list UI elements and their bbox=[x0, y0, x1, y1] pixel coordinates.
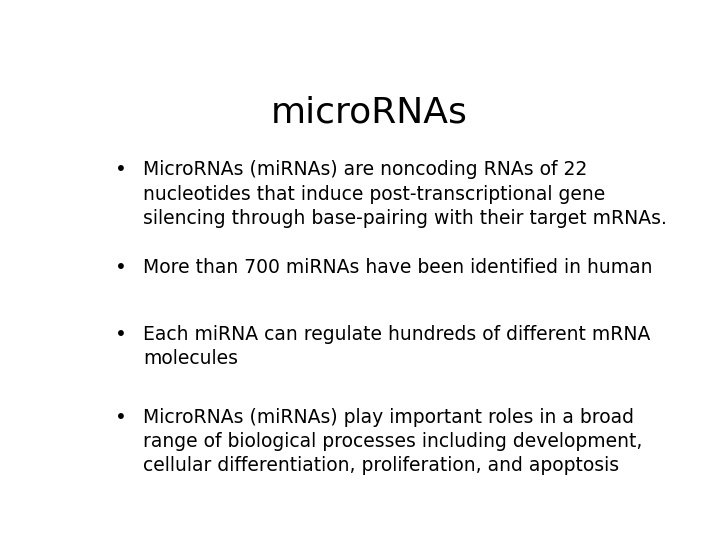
Text: •: • bbox=[114, 408, 127, 427]
Text: MicroRNAs (miRNAs) are noncoding RNAs of 22
nucleotides that induce post-transcr: MicroRNAs (miRNAs) are noncoding RNAs of… bbox=[143, 160, 667, 228]
Text: microRNAs: microRNAs bbox=[271, 96, 467, 130]
Text: Each miRNA can regulate hundreds of different mRNA
molecules: Each miRNA can regulate hundreds of diff… bbox=[143, 325, 650, 368]
Text: •: • bbox=[114, 160, 127, 179]
Text: More than 700 miRNAs have been identified in human: More than 700 miRNAs have been identifie… bbox=[143, 258, 652, 277]
Text: MicroRNAs (miRNAs) play important roles in a broad
range of biological processes: MicroRNAs (miRNAs) play important roles … bbox=[143, 408, 642, 475]
Text: •: • bbox=[114, 258, 127, 277]
Text: •: • bbox=[114, 325, 127, 343]
